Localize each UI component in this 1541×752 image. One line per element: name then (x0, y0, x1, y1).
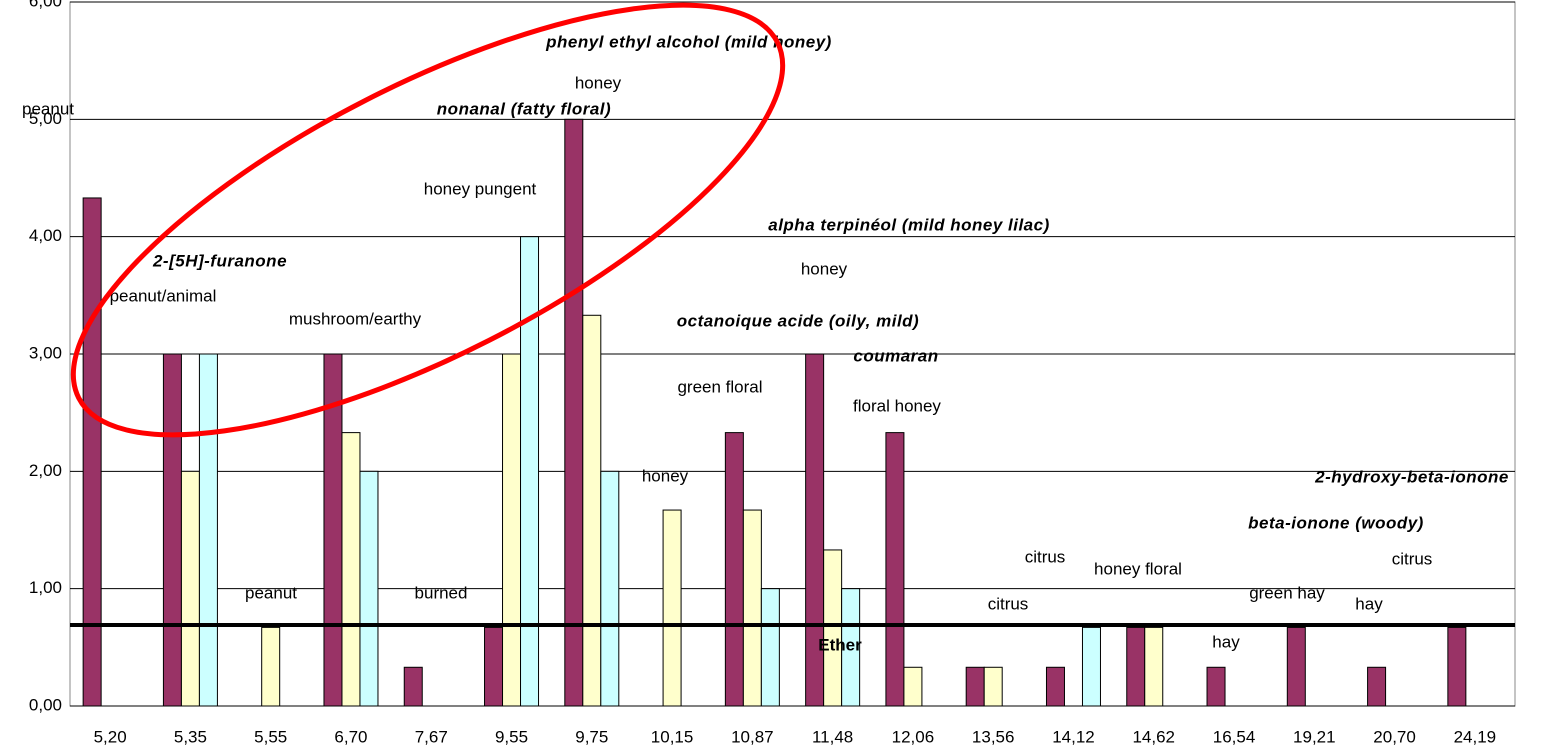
annotation: honey (575, 73, 622, 92)
annotation: green hay (1249, 583, 1325, 602)
x-tick-label: 9,55 (495, 727, 528, 746)
bar (359, 470, 379, 707)
x-tick-label: 19,21 (1293, 727, 1336, 746)
bar (662, 509, 682, 707)
annotation: phenyl ethyl alcohol (mild honey) (545, 32, 832, 51)
x-tick-label: 12,06 (892, 727, 935, 746)
bar (823, 549, 843, 707)
x-tick-label: 10,87 (731, 727, 774, 746)
annotation: green floral (677, 377, 762, 396)
x-tick-label: 7,67 (415, 727, 448, 746)
x-tick-label: 14,62 (1132, 727, 1175, 746)
bar (1447, 626, 1467, 707)
annotation: peanut/animal (110, 286, 217, 305)
bar (403, 666, 423, 707)
bar (198, 353, 218, 707)
bar (1126, 626, 1146, 707)
y-tick-label: 5,00 (29, 109, 62, 128)
annotation: burned (415, 583, 468, 602)
bar (1045, 666, 1065, 707)
annotation: citrus (1025, 547, 1066, 566)
annotation: citrus (988, 594, 1029, 613)
annotation: honey (642, 466, 689, 485)
bar (484, 626, 504, 707)
bar (742, 509, 762, 707)
bar (983, 666, 1003, 707)
bar (502, 353, 522, 707)
bar (1206, 666, 1226, 707)
annotation: hay (1212, 632, 1240, 651)
highlight-ellipse (70, 2, 786, 438)
bar (841, 588, 861, 707)
annotation: peanut (245, 583, 297, 602)
x-tick-label: 6,70 (334, 727, 367, 746)
bar (724, 432, 744, 707)
annotation: beta-ionone (woody) (1248, 513, 1424, 532)
annotation: mushroom/earthy (289, 309, 422, 328)
annotation: floral honey (853, 396, 941, 415)
y-tick-label: 4,00 (29, 226, 62, 245)
x-tick-label: 16,54 (1213, 727, 1256, 746)
bar (1081, 626, 1101, 707)
annotation: peanut (22, 99, 74, 118)
bar (885, 432, 905, 707)
x-tick-label: 10,15 (651, 727, 694, 746)
annotation: hay (1355, 594, 1383, 613)
y-tick-label: 1,00 (29, 578, 62, 597)
y-tick-label: 6,00 (29, 0, 62, 10)
bar (1286, 626, 1306, 707)
x-tick-label: 11,48 (812, 727, 853, 746)
annotation: octanoique acide (oily, mild) (677, 311, 919, 330)
x-tick-label: 24,19 (1454, 727, 1497, 746)
bar (600, 470, 620, 707)
y-tick-label: 0,00 (29, 695, 62, 714)
bar (564, 118, 584, 707)
x-tick-label: 20,70 (1373, 727, 1416, 746)
annotation: honey (801, 259, 848, 278)
bar (180, 470, 200, 707)
x-tick-label: 5,55 (254, 727, 287, 746)
bar (82, 197, 102, 707)
bar (903, 666, 923, 707)
y-tick-label: 2,00 (29, 461, 62, 480)
x-tick-label: 5,20 (94, 727, 127, 746)
annotation: honey floral (1094, 559, 1182, 578)
bar (341, 432, 361, 707)
bar (261, 626, 281, 707)
annotation: 2-[5H]-furanone (152, 251, 287, 270)
bar (582, 314, 602, 707)
bar (520, 236, 540, 707)
bar (1367, 666, 1387, 707)
y-tick-label: 3,00 (29, 343, 62, 362)
annotation: honey pungent (424, 179, 537, 198)
x-tick-label: 5,35 (174, 727, 207, 746)
annotation: nonanal (fatty floral) (437, 99, 611, 118)
bar (805, 353, 825, 707)
annotation: Ether (818, 635, 862, 654)
bar (760, 588, 780, 707)
annotation: 2-hydroxy-beta-ionone (1314, 467, 1509, 486)
bar (162, 353, 182, 707)
x-tick-label: 14,12 (1052, 727, 1095, 746)
annotation: citrus (1392, 549, 1433, 568)
annotation: coumaran (853, 346, 938, 365)
x-tick-label: 9,75 (575, 727, 608, 746)
bar (1144, 626, 1164, 707)
x-tick-label: 13,56 (972, 727, 1015, 746)
bar (965, 666, 985, 707)
annotation: alpha terpinéol (mild honey lilac) (768, 215, 1050, 234)
